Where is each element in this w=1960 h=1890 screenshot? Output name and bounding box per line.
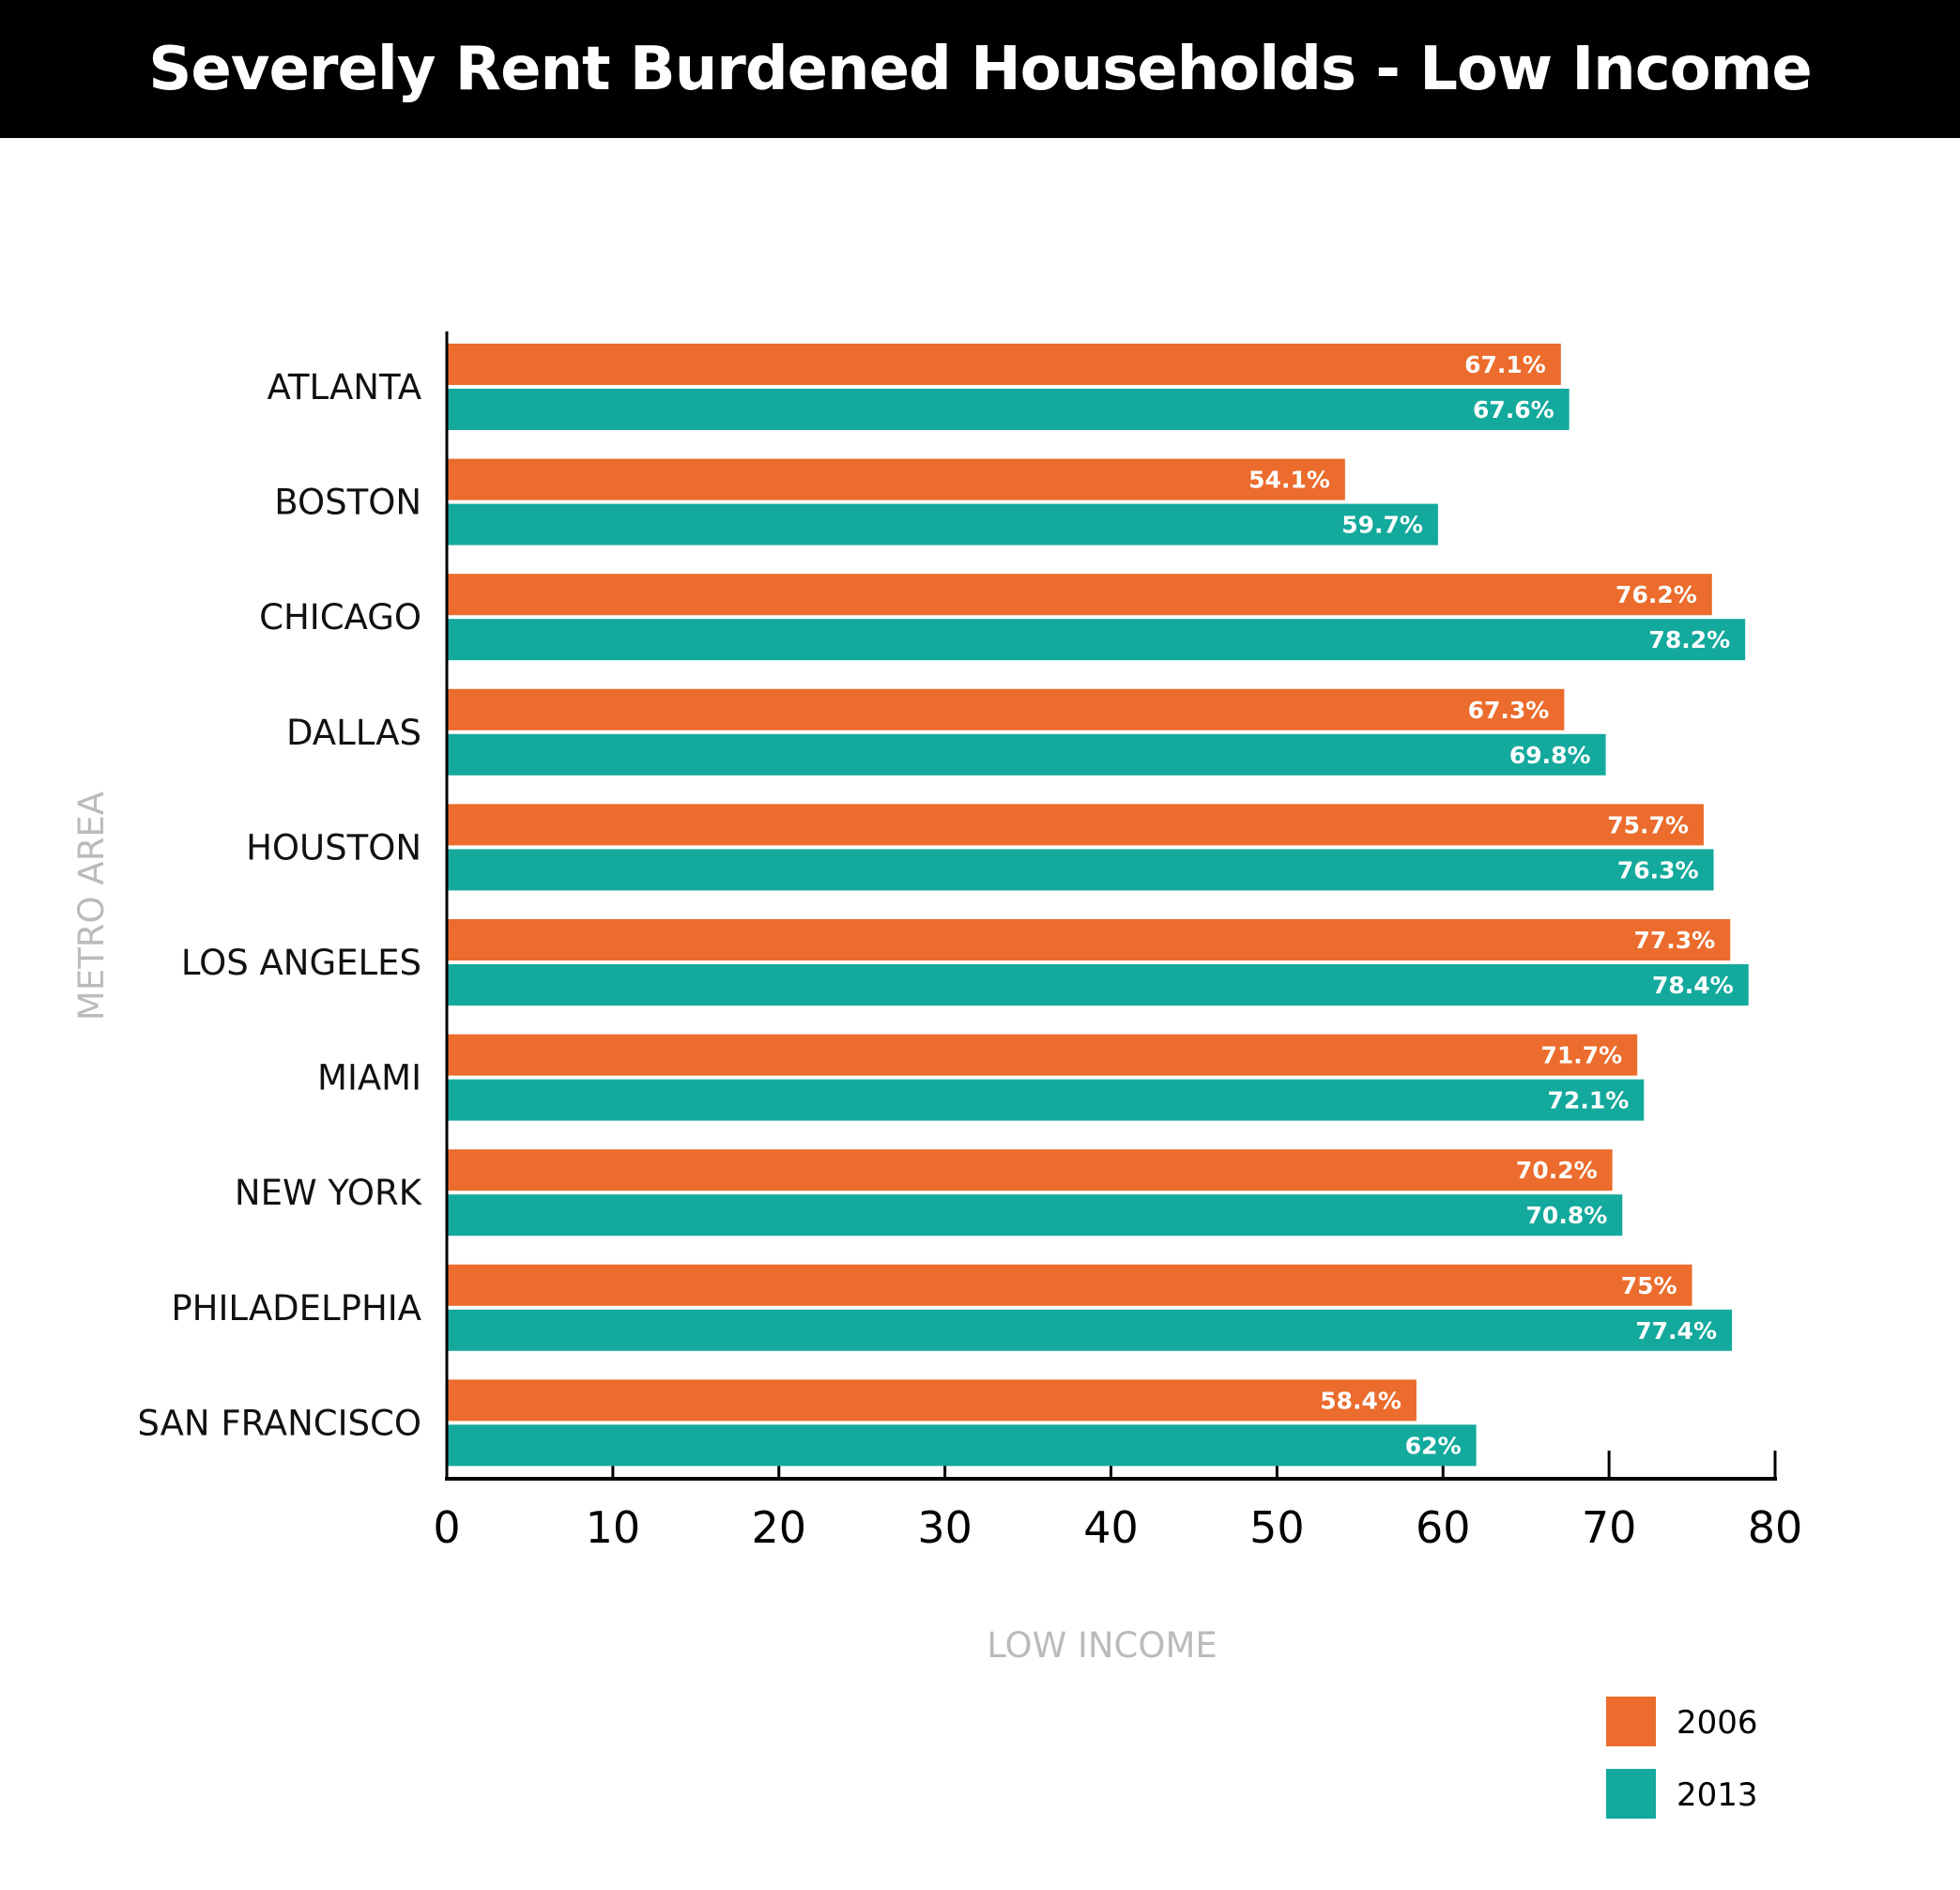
bar-value-label: 67.6%	[1473, 396, 1554, 423]
bar-2013	[447, 733, 1606, 776]
legend-swatch-2006	[1606, 1697, 1656, 1746]
bar-value-label: 75%	[1621, 1272, 1677, 1299]
bar-value-label: 62%	[1405, 1432, 1462, 1459]
category-label: ATLANTA	[267, 367, 421, 407]
legend-label: 2013	[1677, 1776, 1758, 1814]
bar-value-label: 72.1%	[1548, 1087, 1630, 1114]
bar-2013	[447, 1079, 1645, 1121]
bar-value-label: 76.3%	[1617, 856, 1699, 884]
bar-value-label: 71.7%	[1540, 1042, 1622, 1069]
category-label: NEW YORK	[235, 1173, 423, 1213]
category-label: HOUSTON	[246, 827, 421, 868]
bar-2013	[447, 389, 1570, 430]
bar-value-label: 78.2%	[1648, 626, 1730, 653]
x-tick-label: 50	[1249, 1502, 1305, 1553]
bar-value-label: 59.7%	[1341, 512, 1423, 539]
x-tick-label: 80	[1748, 1502, 1803, 1553]
bar-2013	[447, 1194, 1623, 1237]
legend-label: 2006	[1677, 1704, 1758, 1742]
title-bar: Severely Rent Burdened Households - Low …	[0, 0, 1960, 138]
legend-swatch-2013	[1606, 1769, 1656, 1819]
bar-2013	[447, 1309, 1733, 1351]
bar-value-label: 70.2%	[1516, 1157, 1598, 1184]
bar-2013	[447, 849, 1714, 891]
x-tick-label: 20	[751, 1502, 806, 1553]
x-axis-title: LOW INCOME	[987, 1625, 1217, 1666]
x-tick-label: 40	[1083, 1502, 1139, 1553]
bar-2006	[447, 574, 1712, 616]
bar-value-label: 69.8%	[1509, 742, 1591, 769]
bar-2013	[447, 619, 1746, 661]
category-label: LOS ANGELES	[181, 943, 421, 983]
bar-value-label: 75.7%	[1607, 811, 1689, 838]
x-tick-label: 70	[1582, 1502, 1637, 1553]
bar-2013	[447, 503, 1438, 545]
category-label: MIAMI	[317, 1058, 421, 1099]
category-label: SAN FRANCISCO	[137, 1403, 421, 1443]
bar-value-label: 54.1%	[1248, 467, 1330, 494]
bar-2006	[447, 919, 1731, 960]
bar-value-label: 76.2%	[1615, 581, 1697, 608]
bar-2013	[447, 964, 1749, 1006]
bar-value-label: 67.1%	[1464, 351, 1546, 378]
chart-title: Severely Rent Burdened Households - Low …	[148, 34, 1812, 104]
x-tick-label: 10	[586, 1502, 641, 1553]
x-tick-label: 60	[1416, 1502, 1471, 1553]
y-axis-title: METRO AREA	[71, 791, 112, 1021]
bar-2006	[447, 1149, 1613, 1191]
bar-value-label: 70.8%	[1526, 1202, 1608, 1229]
bar-2006	[447, 344, 1561, 385]
x-tick-label: 30	[917, 1502, 972, 1553]
x-tick-label: 0	[433, 1502, 460, 1553]
bar-2013	[447, 1424, 1477, 1467]
bar-value-label: 78.4%	[1652, 972, 1734, 999]
category-label: DALLAS	[286, 713, 421, 753]
bar-2006	[447, 804, 1704, 846]
bar-value-label: 67.3%	[1468, 697, 1550, 724]
category-label: CHICAGO	[259, 597, 421, 638]
bar-value-label: 77.4%	[1635, 1317, 1717, 1345]
bar-value-label: 58.4%	[1320, 1387, 1401, 1414]
category-label: BOSTON	[274, 483, 421, 523]
category-label: PHILADELPHIA	[171, 1288, 421, 1329]
bar-2006	[447, 1034, 1638, 1076]
bar-2006	[447, 688, 1565, 730]
bar-value-label: 77.3%	[1634, 927, 1716, 954]
bar-2006	[447, 458, 1345, 500]
bar-2006	[447, 1264, 1692, 1306]
bar-2006	[447, 1379, 1416, 1421]
